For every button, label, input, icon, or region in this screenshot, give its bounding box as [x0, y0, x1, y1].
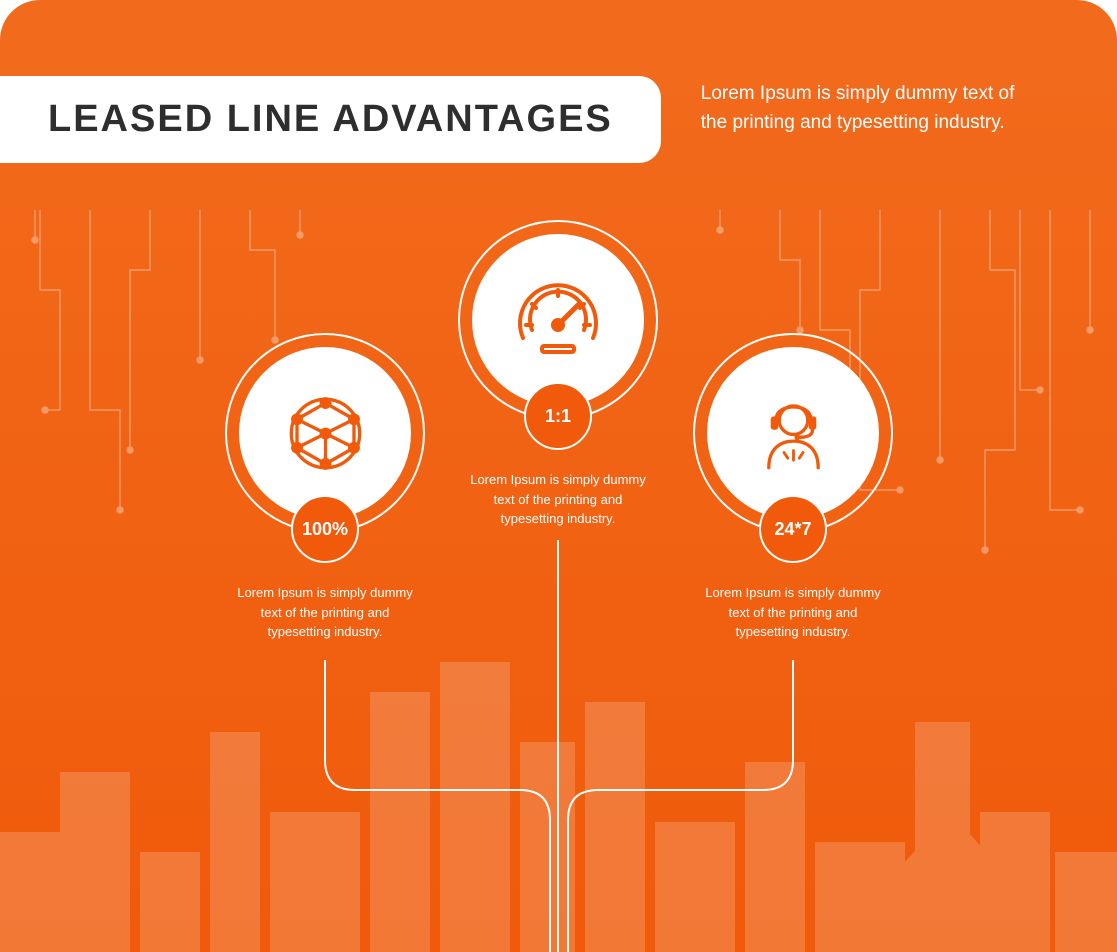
badge-text: 24*7	[774, 519, 811, 540]
badge-text: 1:1	[545, 406, 571, 427]
cityscape-background	[0, 652, 1117, 952]
nodes-container: 100% Lorem Ipsum is simply dummy text of…	[0, 210, 1117, 952]
page-title: LEASED LINE ADVANTAGES	[48, 98, 613, 141]
node-caption: Lorem Ipsum is simply dummy text of the …	[225, 583, 425, 642]
support-agent-icon	[746, 386, 841, 481]
node-badge: 24*7	[759, 495, 827, 563]
globe-network-icon	[278, 386, 373, 481]
infographic-canvas: LEASED LINE ADVANTAGES Lorem Ipsum is si…	[0, 0, 1117, 952]
node-badge: 100%	[291, 495, 359, 563]
node-connectivity: 100% Lorem Ipsum is simply dummy text of…	[225, 333, 425, 642]
node-speed: 1:1 Lorem Ipsum is simply dummy text of …	[458, 220, 658, 529]
title-tab: LEASED LINE ADVANTAGES	[0, 76, 661, 163]
node-caption: Lorem Ipsum is simply dummy text of the …	[458, 470, 658, 529]
node-support: 24*7 Lorem Ipsum is simply dummy text of…	[693, 333, 893, 642]
node-badge: 1:1	[524, 382, 592, 450]
node-inner-circle	[707, 347, 879, 519]
speedometer-icon	[508, 270, 608, 370]
node-outer-ring: 1:1	[458, 220, 658, 420]
node-inner-circle	[239, 347, 411, 519]
header-row: LEASED LINE ADVANTAGES Lorem Ipsum is si…	[0, 76, 1117, 163]
circuit-background	[0, 210, 1117, 690]
node-caption: Lorem Ipsum is simply dummy text of the …	[693, 583, 893, 642]
node-outer-ring: 100%	[225, 333, 425, 533]
page-subtitle: Lorem Ipsum is simply dummy text of the …	[701, 76, 1021, 137]
node-inner-circle	[472, 234, 644, 406]
node-outer-ring: 24*7	[693, 333, 893, 533]
badge-text: 100%	[302, 519, 348, 540]
